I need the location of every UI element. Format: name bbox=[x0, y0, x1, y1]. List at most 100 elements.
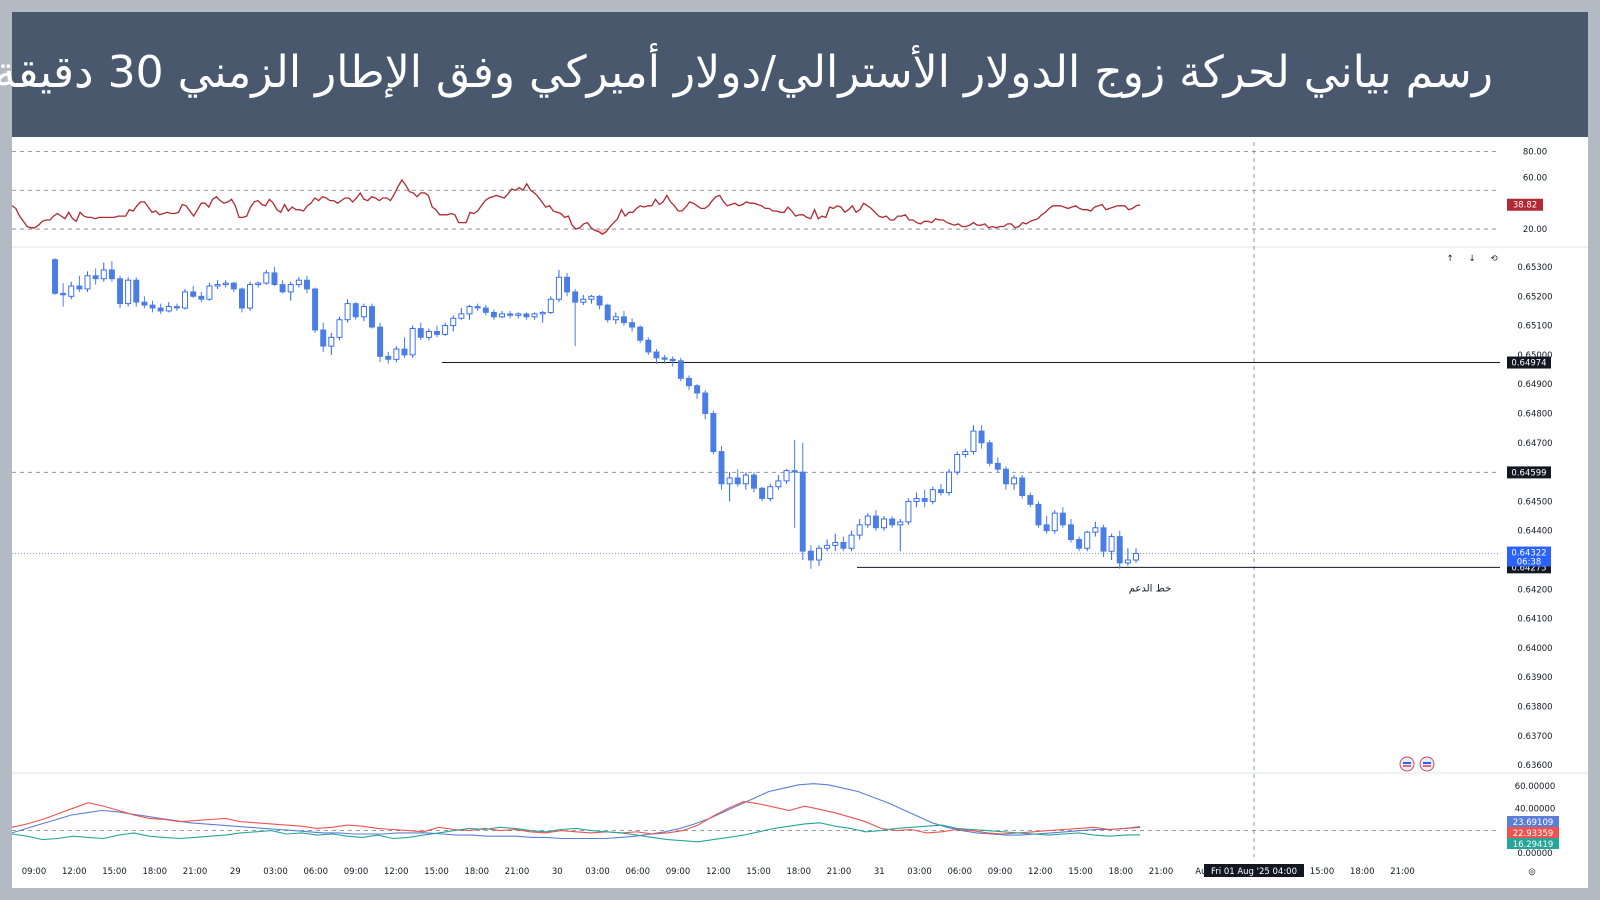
last-price-value: 0.64322 bbox=[1511, 549, 1546, 559]
candle-body bbox=[604, 304, 611, 321]
price-tick-label: 0.65000 bbox=[1517, 351, 1552, 361]
candle-body bbox=[369, 306, 375, 328]
candle bbox=[198, 291, 205, 303]
time-tick-label: 18:00 bbox=[1350, 867, 1375, 877]
candle bbox=[76, 275, 83, 292]
price-tick-label: 0.64500 bbox=[1517, 497, 1552, 507]
adx-tick-label: 60.00000 bbox=[1515, 782, 1556, 792]
time-tick-label: 03:00 bbox=[907, 867, 932, 877]
candle-body bbox=[523, 313, 530, 318]
candle bbox=[645, 337, 652, 355]
candle-body bbox=[108, 269, 115, 280]
frame: رسم بياني لحركة زوج الدولار الأسترالي/دو… bbox=[0, 12, 1588, 888]
time-tick-label: 06:00 bbox=[948, 867, 973, 877]
candle-body bbox=[694, 385, 701, 394]
candle-body bbox=[92, 275, 99, 280]
candle-body bbox=[385, 355, 392, 360]
time-tick-label: 09:00 bbox=[344, 867, 369, 877]
candle bbox=[214, 280, 221, 289]
candle-body bbox=[393, 348, 400, 360]
candle-body bbox=[620, 316, 627, 324]
price-tick-label: 0.63800 bbox=[1517, 703, 1552, 713]
candle-body bbox=[60, 292, 67, 296]
candle-body bbox=[1068, 524, 1074, 540]
candle bbox=[588, 294, 595, 304]
candle-body bbox=[864, 515, 871, 526]
candle-body bbox=[539, 311, 546, 315]
price-tick-label: 0.64200 bbox=[1517, 585, 1552, 595]
candle bbox=[547, 296, 554, 314]
candle-body bbox=[807, 550, 814, 561]
candle-body bbox=[182, 291, 189, 309]
candle bbox=[255, 281, 262, 288]
candle-body bbox=[295, 279, 302, 286]
candle-body bbox=[303, 279, 310, 290]
candle-body bbox=[1011, 477, 1018, 485]
candle-body bbox=[377, 326, 384, 357]
candle-body bbox=[799, 471, 806, 552]
candle-body bbox=[1035, 503, 1042, 526]
price-tick-label: 0.65200 bbox=[1517, 292, 1552, 302]
candle-body bbox=[1084, 531, 1091, 549]
last-price-badge bbox=[1507, 546, 1551, 567]
price-tick-label: 0.64800 bbox=[1517, 410, 1552, 420]
candle bbox=[994, 457, 1001, 473]
candle bbox=[271, 267, 278, 287]
adx-value-badge bbox=[1507, 816, 1559, 827]
candle bbox=[686, 375, 692, 391]
candle bbox=[1002, 466, 1009, 490]
candle-body bbox=[775, 480, 782, 488]
candle bbox=[515, 312, 522, 319]
price-badge bbox=[1507, 356, 1551, 369]
candle-body bbox=[230, 282, 237, 290]
settings-icon[interactable]: ◎ bbox=[1528, 867, 1535, 877]
time-tick-label: 12:00 bbox=[706, 867, 731, 877]
chart[interactable]: 80.00 60.00 20.00 38.82 0.65300 0.65200 0.6510… bbox=[12, 137, 1588, 888]
candle-body bbox=[994, 462, 1001, 470]
adx-value-badge-text: 23.69109 bbox=[1513, 818, 1554, 828]
candle bbox=[937, 483, 944, 496]
time-tick-label: 06:00 bbox=[626, 867, 651, 877]
candle bbox=[263, 269, 270, 285]
minus-di-value-badge-text: 22.93359 bbox=[1513, 829, 1554, 839]
candle bbox=[872, 510, 879, 531]
candle-body bbox=[978, 430, 985, 444]
candle-body bbox=[157, 307, 164, 312]
candle-body bbox=[125, 279, 132, 305]
time-tick-label: 18:00 bbox=[1109, 867, 1134, 877]
candle-body bbox=[360, 306, 367, 318]
candle-body bbox=[848, 534, 855, 549]
candle bbox=[190, 286, 197, 298]
rsi-last-badge bbox=[1507, 198, 1543, 211]
candle-body bbox=[450, 317, 457, 327]
candle bbox=[230, 281, 237, 292]
candle-body bbox=[1116, 536, 1123, 564]
price-tick-label: 0.65300 bbox=[1517, 263, 1552, 273]
candle-body bbox=[970, 430, 977, 453]
candle-body bbox=[442, 325, 449, 335]
candle bbox=[564, 272, 571, 297]
candle-body bbox=[1002, 468, 1009, 485]
time-tick-label: 21:00 bbox=[505, 867, 530, 877]
reset-icon[interactable]: ⟲ bbox=[1490, 254, 1497, 264]
time-tick-label: 09:00 bbox=[988, 867, 1013, 877]
candle bbox=[442, 322, 449, 336]
candle-body bbox=[401, 348, 408, 356]
candle bbox=[905, 498, 912, 525]
candle-body bbox=[255, 282, 262, 286]
down-arrow-icon[interactable]: ↓ bbox=[1468, 254, 1475, 264]
candle-body bbox=[913, 498, 920, 502]
time-tick-label: 18:00 bbox=[787, 867, 812, 877]
candle bbox=[1133, 548, 1139, 563]
candle-body bbox=[881, 518, 888, 529]
price-tick-label: 0.63700 bbox=[1517, 732, 1552, 742]
candle-body bbox=[206, 285, 213, 300]
candle-body bbox=[1133, 553, 1139, 561]
candle bbox=[474, 303, 481, 311]
plus-di-line bbox=[12, 822, 1141, 843]
up-arrow-icon[interactable]: ↑ bbox=[1446, 254, 1453, 264]
time-tick-label: 12:00 bbox=[62, 867, 87, 877]
candle bbox=[791, 439, 798, 528]
candle bbox=[344, 299, 351, 323]
candle bbox=[222, 280, 229, 288]
